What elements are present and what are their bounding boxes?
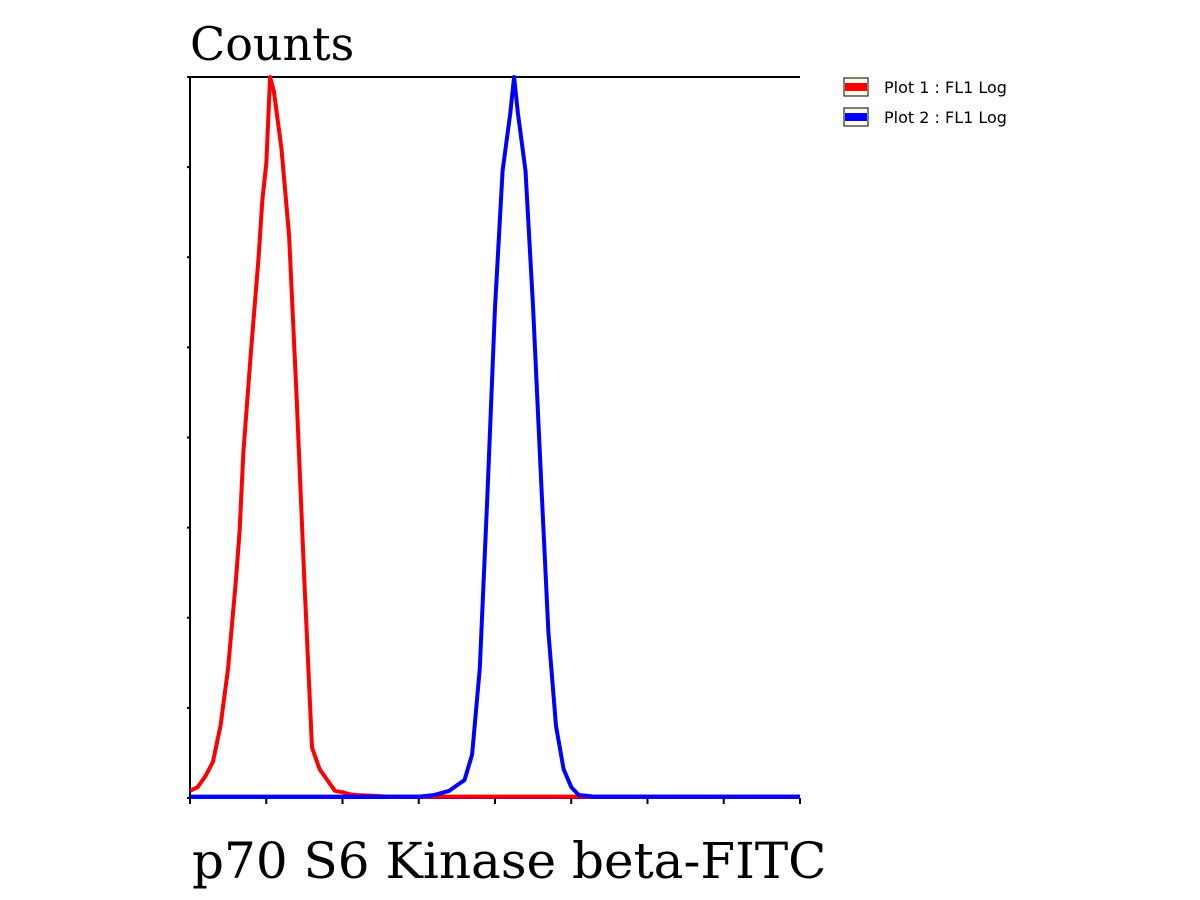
x-axis-label: p70 S6 Kinase beta-FITC	[192, 832, 826, 890]
legend: Plot 1 : FL1 Log Plot 2 : FL1 Log	[843, 77, 1007, 127]
x-ticks	[189, 798, 801, 804]
axes	[187, 76, 801, 804]
legend-item-2: Plot 2 : FL1 Log	[843, 107, 1007, 127]
plot-area	[189, 75, 800, 799]
legend-label: Plot 2 : FL1 Log	[884, 108, 1007, 127]
legend-label: Plot 1 : FL1 Log	[884, 78, 1007, 97]
legend-item-1: Plot 1 : FL1 Log	[843, 77, 1007, 97]
legend-swatch	[845, 113, 867, 121]
legend-swatch	[845, 83, 867, 91]
series-line-1	[189, 75, 800, 799]
series-line-2	[190, 75, 800, 799]
y-axis-label: Counts	[190, 17, 354, 71]
y-ticks	[187, 76, 190, 799]
